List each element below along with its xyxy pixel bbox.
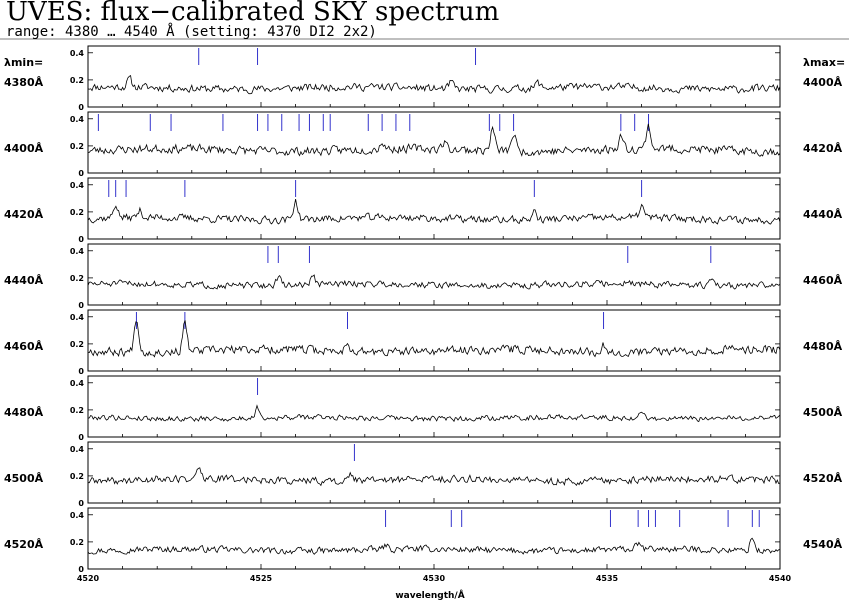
panel-min-label-4: 4440Å — [4, 274, 44, 287]
panel-frame-7 — [87, 441, 781, 504]
y-tick-label-1-3: 0.4 — [70, 49, 85, 58]
panel-frame-4 — [87, 243, 781, 306]
y-tick-label-6-2: 0.2 — [70, 406, 84, 415]
spectrum-panel-2: 0 0.2 0.4 4400Å 4420Å — [4, 111, 843, 178]
panel-min-label-1: 4380Å — [4, 76, 44, 89]
y-tick-label-6-3: 0.4 — [70, 379, 85, 388]
lambda-min-label: λmin= — [4, 56, 43, 69]
y-tick-label-4-3: 0.4 — [70, 247, 85, 256]
spectrum-panels: 0 0.2 0.4 4380Å 4400Å 0 0.2 0.4 4400Å 4420Å 0 0.2 0.… — [4, 45, 843, 583]
panel-max-label-5: 4480Å — [803, 340, 843, 353]
panel-max-label-3: 4440Å — [803, 208, 843, 221]
panel-max-label-6: 4500Å — [803, 406, 843, 419]
spectrum-trace-7 — [88, 467, 781, 487]
y-tick-label-7-3: 0.4 — [70, 445, 85, 454]
spectrum-panel-8: 0 0.2 0.4 4520Å 4540Å — [4, 507, 843, 574]
panel-frame-5 — [87, 309, 781, 372]
spectrum-trace-8 — [87, 537, 781, 555]
spectrum-panel-4: 0 0.2 0.4 4440Å 4460Å — [4, 243, 843, 310]
x-tick-label-1: 4520 — [77, 574, 100, 583]
x-tick-label-3: 4530 — [423, 574, 446, 583]
y-tick-label-5-2: 0.2 — [70, 340, 84, 349]
panel-min-label-2: 4400Å — [4, 142, 44, 155]
y-tick-label-4-1: 0 — [78, 301, 84, 310]
y-tick-label-3-3: 0.4 — [70, 181, 85, 190]
panel-max-label-7: 4520Å — [803, 472, 843, 485]
panel-max-label-4: 4460Å — [803, 274, 843, 287]
panel-min-label-6: 4480Å — [4, 406, 44, 419]
panel-min-label-3: 4420Å — [4, 208, 44, 221]
chart-title: UVES: flux−calibrated SKY spectrum — [6, 0, 499, 27]
y-tick-label-6-1: 0 — [78, 433, 84, 442]
y-tick-label-3-1: 0 — [78, 235, 84, 244]
x-tick-label-4: 4535 — [596, 574, 619, 583]
y-tick-label-5-1: 0 — [78, 367, 84, 376]
y-tick-label-7-2: 0.2 — [70, 472, 84, 481]
panel-min-label-5: 4460Å — [4, 340, 44, 353]
y-tick-label-2-3: 0.4 — [70, 115, 85, 124]
y-tick-label-5-3: 0.4 — [70, 313, 85, 322]
y-tick-label-3-2: 0.2 — [70, 208, 84, 217]
y-tick-label-4-2: 0.2 — [70, 274, 84, 283]
lambda-max-label: λmax= — [803, 56, 845, 69]
panel-frame-2 — [87, 111, 781, 174]
spectrum-trace-2 — [87, 123, 781, 157]
panel-max-label-1: 4400Å — [803, 76, 843, 89]
chart-subtitle: range: 4380 … 4540 Å (setting: 4370 DI2 … — [6, 23, 377, 40]
y-tick-label-8-1: 0 — [78, 565, 84, 574]
y-tick-label-2-1: 0 — [78, 169, 84, 178]
spectrum-panel-3: 0 0.2 0.4 4420Å 4440Å — [4, 177, 843, 244]
spectrum-panel-1: 0 0.2 0.4 4380Å 4400Å — [4, 45, 843, 112]
panel-min-label-7: 4500Å — [4, 472, 44, 485]
panel-max-label-2: 4420Å — [803, 142, 843, 155]
panel-max-label-8: 4540Å — [803, 538, 843, 551]
panel-frame-8 — [87, 507, 781, 570]
y-tick-label-1-1: 0 — [78, 103, 84, 112]
panel-frame-6 — [87, 375, 781, 438]
y-tick-label-8-2: 0.2 — [70, 538, 84, 547]
x-tick-label-5: 4540 — [769, 574, 792, 583]
y-tick-label-1-2: 0.2 — [70, 76, 84, 85]
spectrum-trace-3 — [87, 199, 781, 225]
y-tick-label-2-2: 0.2 — [70, 142, 84, 151]
y-tick-label-8-3: 0.4 — [70, 511, 85, 520]
panel-frame-1 — [87, 45, 781, 108]
y-tick-label-7-1: 0 — [78, 499, 84, 508]
spectrum-panel-5: 0 0.2 0.4 4460Å 4480Å — [4, 309, 843, 376]
spectrum-trace-5 — [88, 320, 781, 358]
spectrum-trace-1 — [87, 74, 781, 95]
panel-min-label-8: 4520Å — [4, 538, 44, 551]
panel-frame-3 — [87, 177, 781, 240]
spectrum-panel-6: 0 0.2 0.4 4480Å 4500Å — [4, 375, 843, 442]
x-axis-title: wavelength/Å — [395, 590, 464, 601]
spectrum-panel-7: 0 0.2 0.4 4500Å 4520Å — [4, 441, 843, 508]
spectrum-trace-4 — [87, 274, 781, 290]
spectrum-trace-6 — [87, 404, 781, 423]
x-tick-label-2: 4525 — [250, 574, 273, 583]
